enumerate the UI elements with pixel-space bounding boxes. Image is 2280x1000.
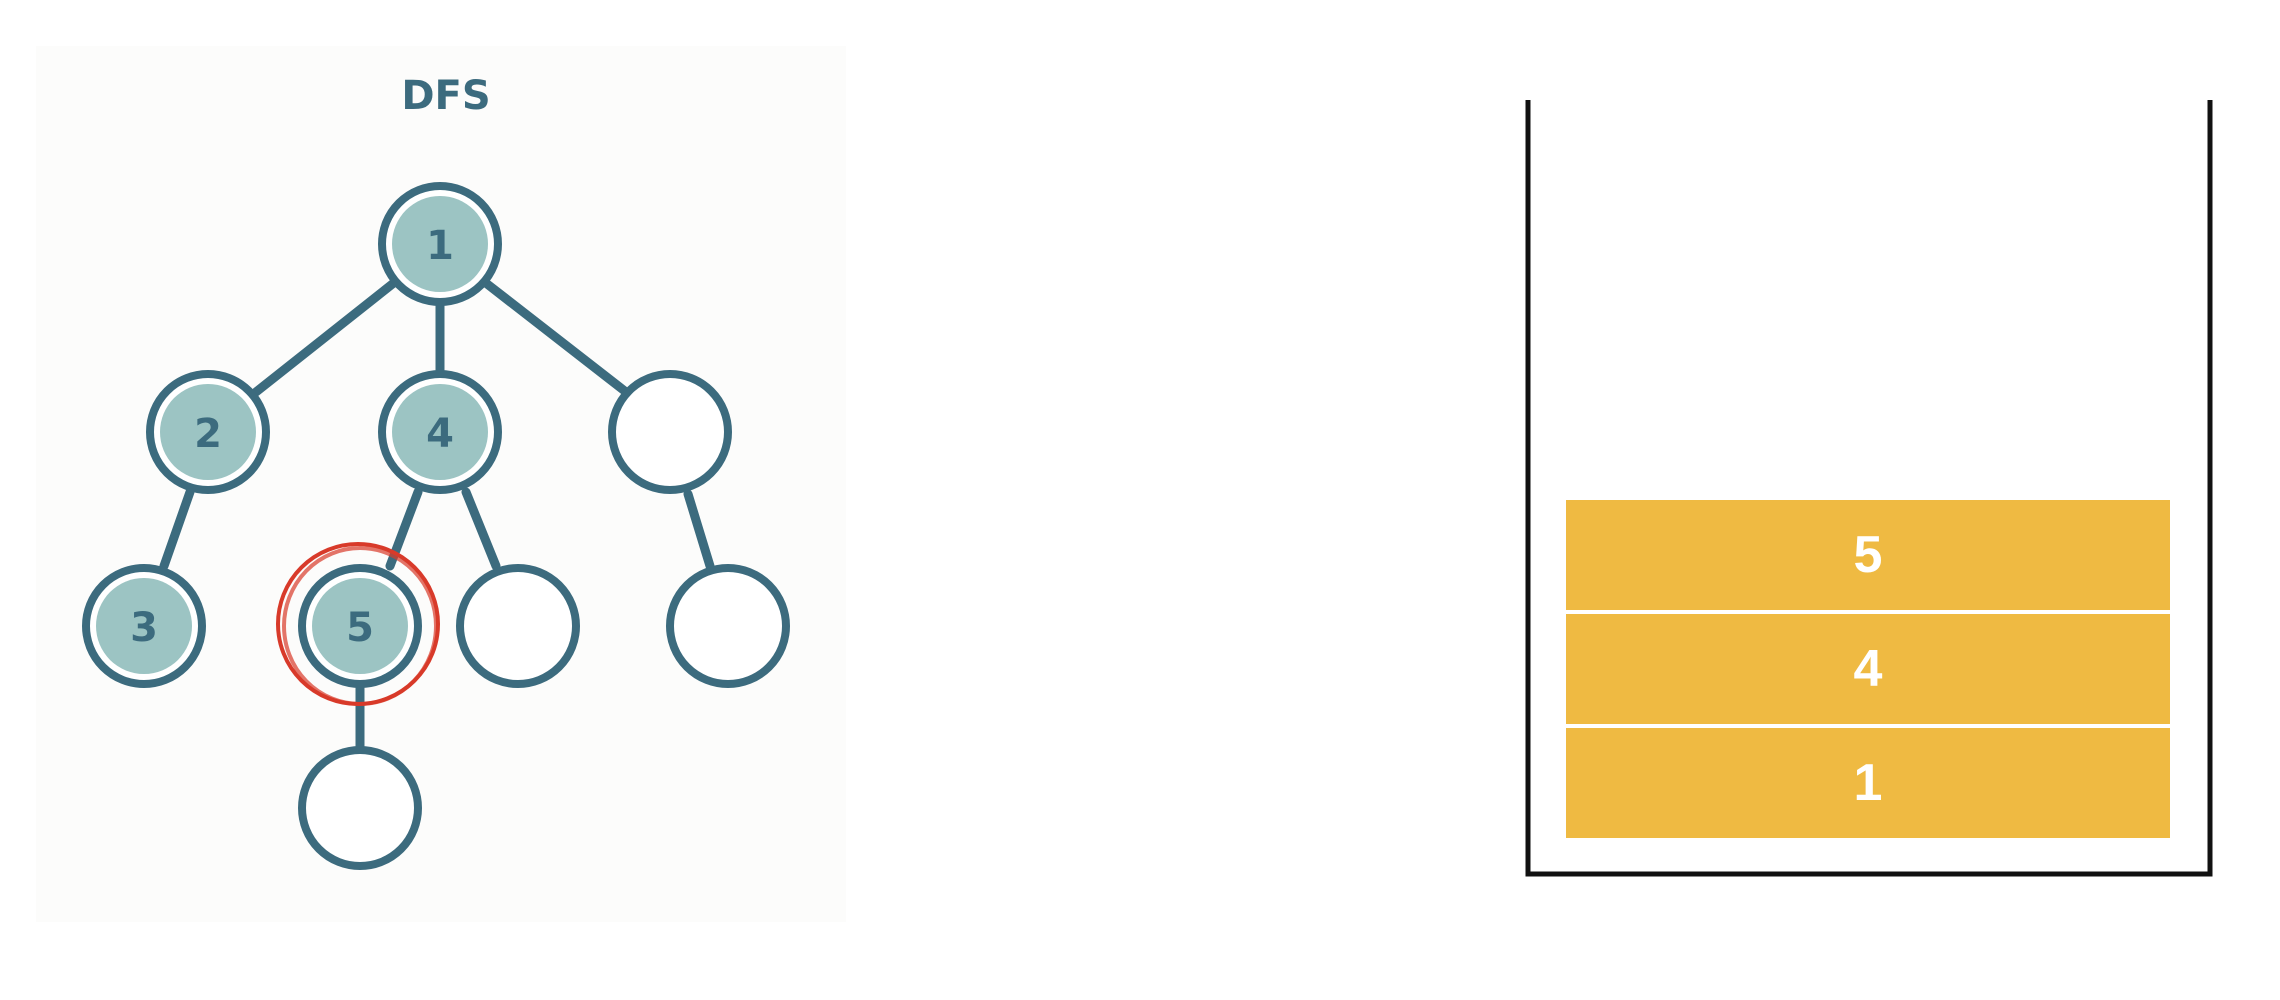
current-node-highlight <box>276 542 440 706</box>
tree-node-2: 2 <box>146 370 270 494</box>
tree-node-4: 4 <box>378 370 502 494</box>
stack-item-middle: 4 <box>1566 614 2170 724</box>
tree-node-1: 1 <box>378 182 502 306</box>
node-label: 5 <box>346 605 374 651</box>
node-label: 1 <box>426 223 454 269</box>
tree-node-unvisited-right-child <box>666 564 790 688</box>
stack-item-bottom: 1 <box>1566 728 2170 838</box>
node-label: 3 <box>130 605 158 651</box>
stack-item-label: 4 <box>1853 640 1883 698</box>
stack-container <box>1525 100 2213 877</box>
stack-item-top: 5 <box>1566 500 2170 610</box>
stack-item-label: 1 <box>1853 754 1883 812</box>
edge-4-child <box>461 487 501 571</box>
node-label: 4 <box>426 411 454 457</box>
tree-node-unvisited-4-child <box>456 564 580 688</box>
edge-1-right <box>477 275 631 397</box>
edge-2-3 <box>159 487 195 571</box>
edge-right-child <box>683 489 715 571</box>
diagram-title: DFS <box>401 73 490 119</box>
tree-node-unvisited-right <box>608 370 732 494</box>
tree-node-unvisited-5-child <box>298 746 422 870</box>
stack-item-label: 5 <box>1853 526 1883 584</box>
node-label: 2 <box>194 411 222 457</box>
tree-node-3: 3 <box>82 564 206 688</box>
edge-1-2 <box>251 273 405 397</box>
tree-edges <box>159 273 715 753</box>
tree-node-5: 5 <box>298 564 422 688</box>
